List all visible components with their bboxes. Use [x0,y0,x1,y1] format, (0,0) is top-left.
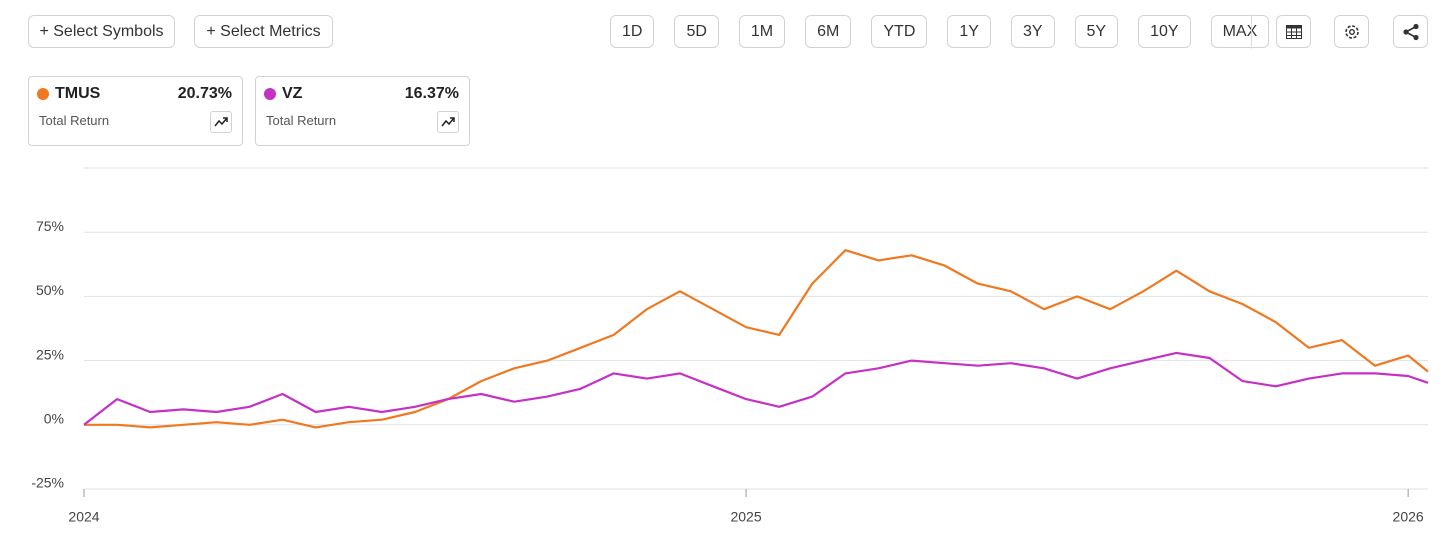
range-button[interactable]: MAX [1210,15,1270,48]
x-tick-label: 2025 [730,509,761,525]
range-button[interactable]: YTD [871,15,928,48]
y-tick-label: -25% [31,475,64,491]
y-tick-label: 25% [36,346,64,362]
series-line [83,351,1429,426]
separator [1251,15,1252,49]
settings-button[interactable] [1334,15,1369,48]
range-button[interactable]: 3Y [1010,15,1055,48]
x-tick-label: 2024 [68,509,99,525]
total-return-value: 20.73% [177,85,232,102]
range-button[interactable]: 1D [610,15,655,48]
table-button[interactable] [1276,15,1311,48]
range-buttons: 1D 5D 1M 6M YTD 1Y 3Y 5Y 10Y MAX [610,15,1270,48]
gear-icon [1344,24,1359,39]
legend-dot [264,88,276,100]
share-button[interactable] [1393,15,1428,48]
metric-label: Total Return [266,113,337,128]
x-tick-label: 2026 [1393,509,1424,525]
legend-card: VZ 16.37% Total Return [255,76,470,146]
legend-symbol: TMUS [55,85,101,102]
range-button[interactable]: 6M [805,15,852,48]
range-button[interactable]: 1M [738,15,786,48]
select-symbols-button[interactable]: + Select Symbols [28,15,175,48]
metric-label: Total Return [39,113,110,128]
range-button[interactable]: 5D [674,15,719,48]
y-tick-label: 50% [36,282,64,298]
legend-dot [37,88,49,100]
series-line [84,249,1429,429]
trend-icon [214,117,228,127]
trend-icon [441,117,455,127]
legend-symbol: VZ [282,85,303,102]
share-icon [1402,23,1419,40]
y-tick-label: 75% [36,218,64,234]
trend-button[interactable] [210,111,232,133]
range-button[interactable]: 1Y [947,15,991,48]
range-button[interactable]: 10Y [1138,15,1191,48]
total-return-value: 16.37% [404,85,459,102]
range-button[interactable]: 5Y [1074,15,1119,48]
legend-card: TMUS 20.73% Total Return [28,76,243,146]
table-icon [1285,24,1302,39]
select-metrics-button[interactable]: + Select Metrics [194,15,333,48]
y-tick-label: 0% [44,411,64,427]
trend-button[interactable] [437,111,459,133]
